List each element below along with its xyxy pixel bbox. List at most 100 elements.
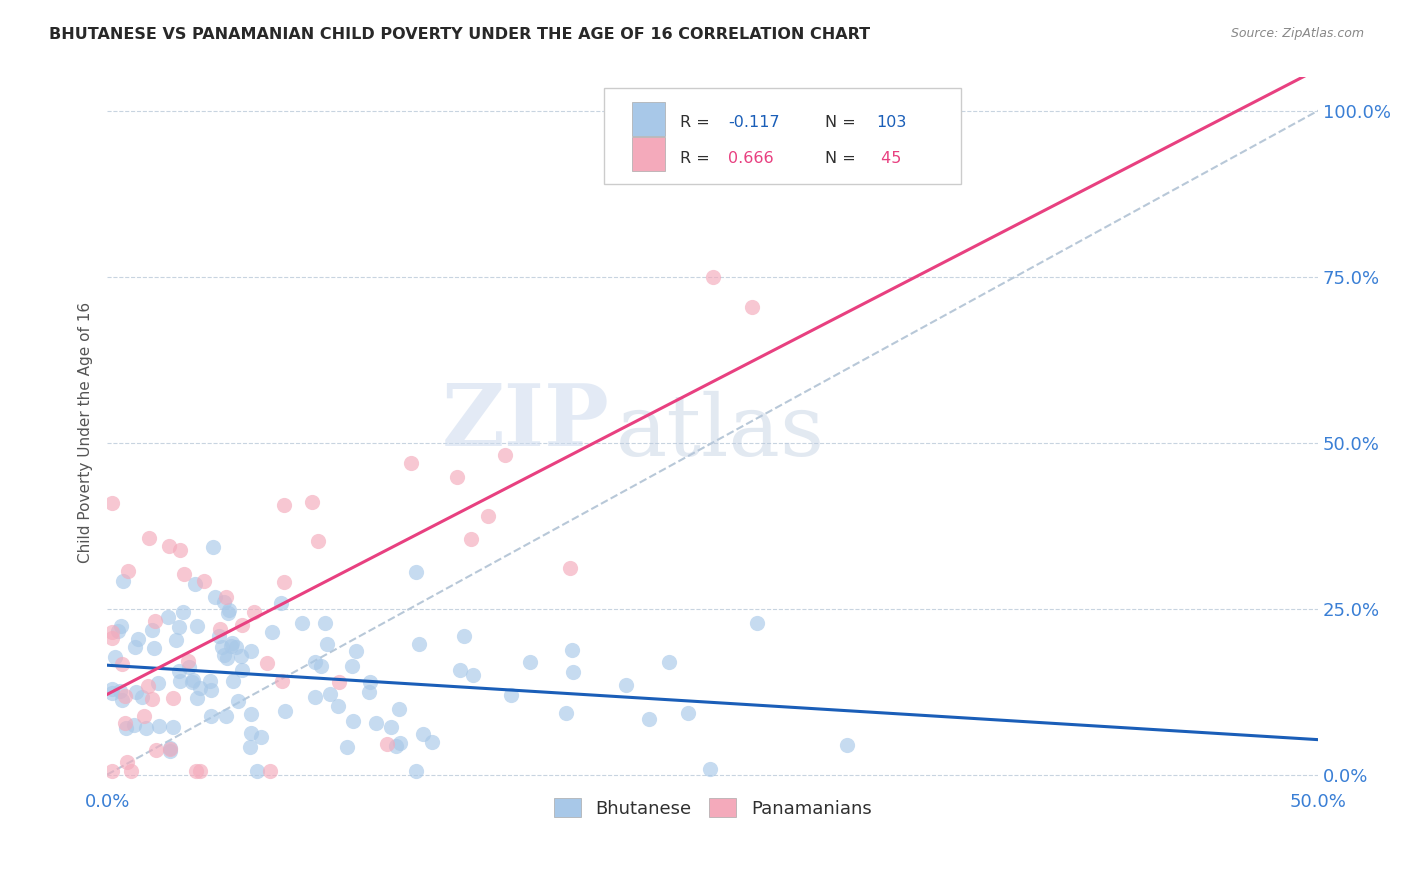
- Point: [658, 655, 681, 669]
- Point: [142, 640, 165, 655]
- Point: [405, 566, 427, 580]
- Point: [222, 674, 245, 689]
- Text: -0.117: -0.117: [728, 115, 780, 130]
- Point: [156, 610, 179, 624]
- Point: [614, 678, 637, 692]
- Point: [173, 567, 195, 582]
- Point: [215, 651, 238, 665]
- Point: [200, 683, 222, 698]
- Point: [101, 681, 124, 696]
- Point: [141, 624, 163, 638]
- Point: [304, 655, 326, 669]
- Text: R =: R =: [681, 115, 714, 130]
- Point: [169, 673, 191, 688]
- Point: [301, 495, 323, 509]
- Text: 0.666: 0.666: [728, 151, 775, 166]
- Point: [127, 632, 149, 646]
- Point: [204, 590, 226, 604]
- Point: [385, 739, 408, 753]
- Y-axis label: Child Poverty Under the Age of 16: Child Poverty Under the Age of 16: [79, 302, 93, 563]
- Point: [162, 690, 184, 705]
- Point: [212, 595, 235, 609]
- Point: [125, 685, 148, 699]
- Point: [326, 698, 349, 713]
- Point: [215, 590, 238, 604]
- Point: [741, 300, 763, 314]
- Point: [169, 542, 191, 557]
- Point: [273, 575, 295, 590]
- Point: [101, 625, 124, 640]
- Point: [101, 686, 124, 700]
- Point: [561, 642, 583, 657]
- Point: [111, 574, 134, 588]
- Point: [114, 690, 136, 704]
- Text: 45: 45: [876, 151, 901, 166]
- Point: [270, 596, 292, 610]
- Point: [167, 620, 190, 634]
- Point: [200, 709, 222, 723]
- FancyBboxPatch shape: [603, 88, 960, 184]
- Point: [225, 640, 247, 655]
- Point: [221, 636, 243, 650]
- Text: BHUTANESE VS PANAMANIAN CHILD POVERTY UNDER THE AGE OF 16 CORRELATION CHART: BHUTANESE VS PANAMANIAN CHILD POVERTY UN…: [49, 27, 870, 42]
- Point: [188, 681, 211, 695]
- Point: [231, 664, 253, 678]
- Point: [101, 496, 124, 510]
- Point: [307, 533, 329, 548]
- Point: [380, 720, 402, 734]
- Point: [243, 605, 266, 619]
- Point: [180, 675, 202, 690]
- Point: [167, 664, 190, 678]
- Point: [188, 764, 211, 779]
- Point: [157, 539, 180, 553]
- Point: [211, 640, 233, 654]
- Text: R =: R =: [681, 151, 714, 166]
- Point: [101, 632, 124, 646]
- Point: [143, 615, 166, 629]
- Text: Source: ZipAtlas.com: Source: ZipAtlas.com: [1230, 27, 1364, 40]
- Point: [250, 730, 273, 744]
- Point: [239, 644, 262, 658]
- Point: [461, 668, 484, 682]
- Point: [193, 574, 215, 588]
- Point: [405, 764, 427, 779]
- Point: [340, 659, 363, 673]
- Point: [208, 622, 231, 636]
- Point: [124, 640, 146, 655]
- Point: [124, 718, 146, 732]
- Point: [186, 764, 208, 779]
- Point: [218, 603, 240, 617]
- Point: [134, 708, 156, 723]
- Point: [699, 762, 721, 776]
- Point: [141, 691, 163, 706]
- Point: [273, 498, 295, 512]
- Text: 103: 103: [876, 115, 907, 130]
- Point: [186, 690, 208, 705]
- Point: [420, 735, 443, 749]
- Point: [318, 687, 340, 701]
- Text: N =: N =: [825, 151, 860, 166]
- Point: [148, 719, 170, 733]
- Point: [114, 715, 136, 730]
- Point: [115, 721, 138, 735]
- Point: [519, 655, 541, 669]
- Point: [357, 685, 380, 699]
- Point: [117, 755, 139, 769]
- Point: [212, 648, 235, 662]
- Point: [494, 449, 516, 463]
- Point: [202, 540, 225, 554]
- Point: [135, 721, 157, 735]
- Point: [186, 619, 208, 633]
- Point: [176, 654, 198, 668]
- Point: [215, 709, 238, 723]
- Point: [111, 693, 134, 707]
- Point: [344, 644, 367, 658]
- Point: [111, 657, 134, 672]
- Point: [311, 658, 333, 673]
- Point: [231, 618, 253, 632]
- Text: ZIP: ZIP: [441, 380, 610, 464]
- Point: [271, 673, 294, 688]
- FancyBboxPatch shape: [631, 137, 665, 171]
- Point: [172, 605, 194, 619]
- Point: [375, 737, 398, 751]
